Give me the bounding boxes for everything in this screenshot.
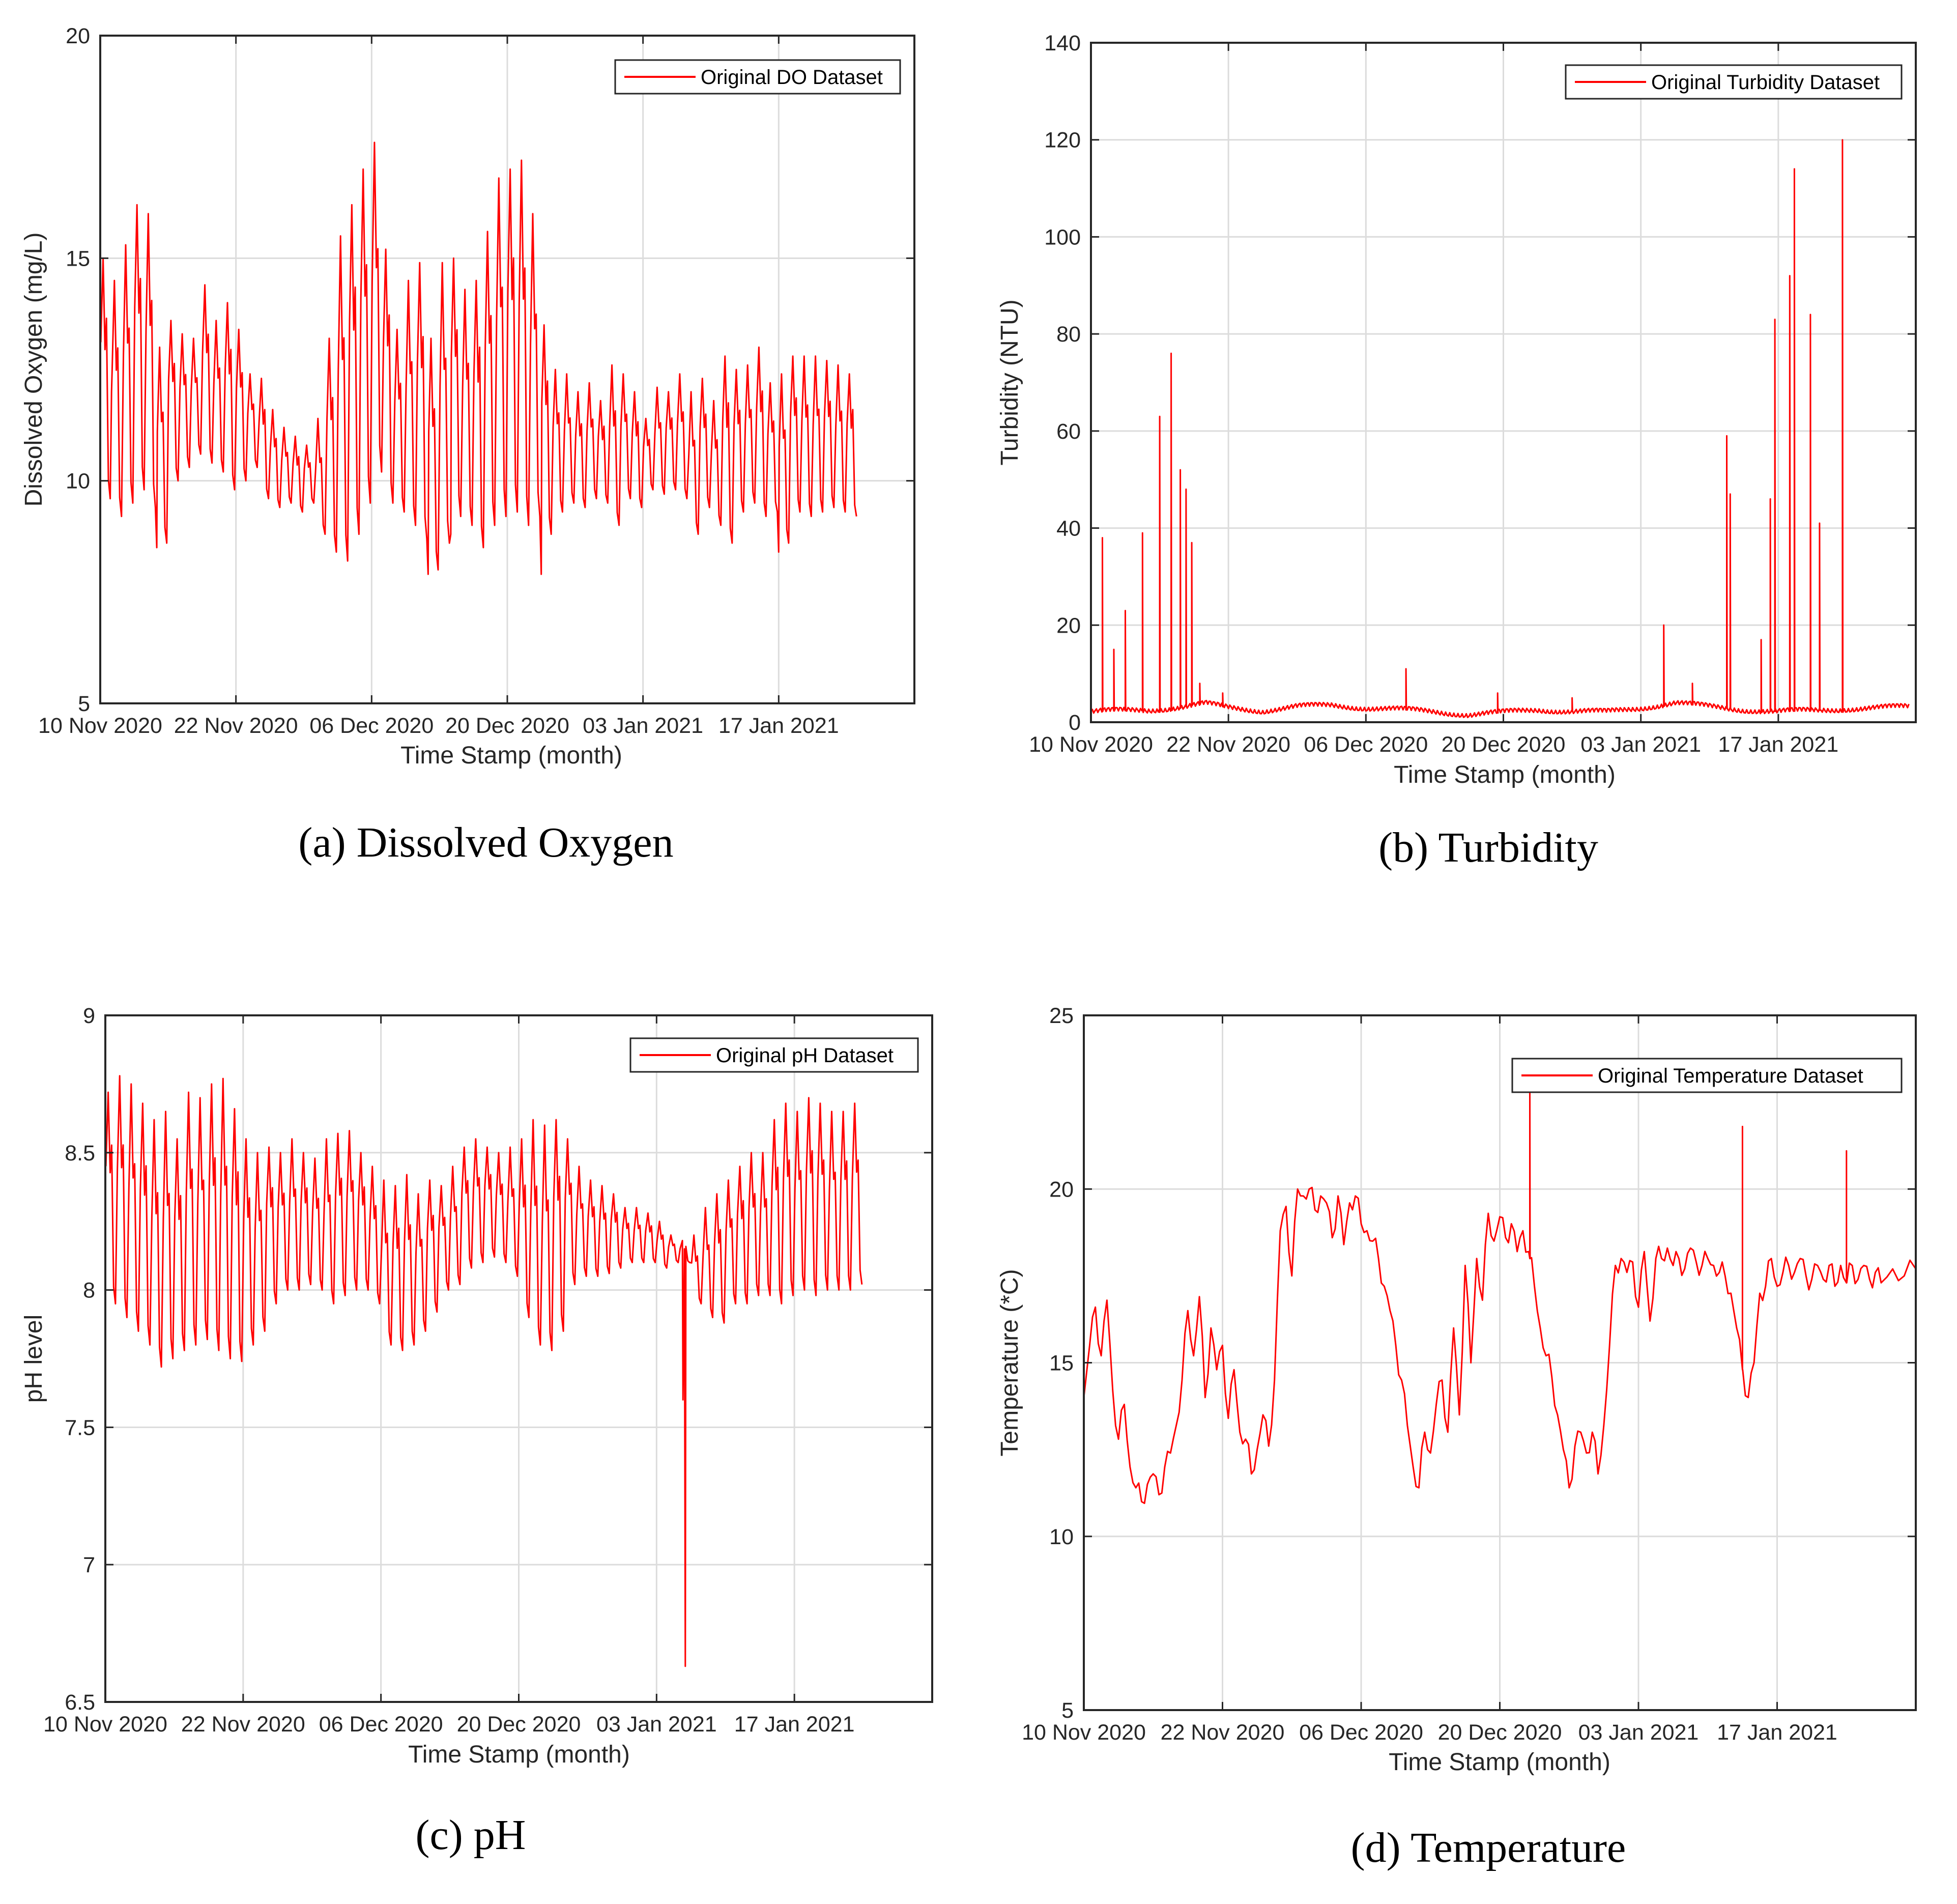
- y-tick-label: 5: [1061, 1698, 1074, 1723]
- y-tick-label: 100: [1044, 225, 1081, 249]
- y-axis-label: Temperature (*C): [996, 1269, 1023, 1456]
- y-tick-label: 20: [1049, 1177, 1074, 1202]
- x-axis-label: Time Stamp (month): [400, 742, 622, 769]
- x-tick-label: 06 Dec 2020: [1304, 732, 1428, 757]
- legend: Original DO Dataset: [614, 59, 901, 95]
- y-tick-label: 25: [1049, 1004, 1074, 1028]
- panel-caption: (a) Dissolved Oxygen: [298, 819, 673, 866]
- y-tick-label: 8.5: [65, 1141, 95, 1166]
- x-tick-label: 22 Nov 2020: [1166, 732, 1290, 757]
- y-tick-label: 7: [83, 1553, 95, 1577]
- series-line-temperature: [1083, 1091, 1917, 1504]
- x-tick-label: 17 Jan 2021: [1718, 732, 1838, 757]
- y-tick-label: 0: [1069, 711, 1081, 735]
- x-tick-label: 10 Nov 2020: [38, 714, 162, 738]
- x-tick-label: 03 Jan 2021: [583, 714, 703, 738]
- x-tick-label: 17 Jan 2021: [1717, 1720, 1837, 1745]
- x-axis-label: Time Stamp (month): [408, 1741, 630, 1768]
- y-tick-label: 15: [66, 246, 90, 271]
- legend-label: Original Temperature Dataset: [1598, 1065, 1863, 1087]
- legend-box: [1511, 1058, 1903, 1093]
- y-tick-label: 20: [66, 24, 90, 48]
- x-tick-label: 22 Nov 2020: [181, 1712, 305, 1737]
- x-tick-label: 06 Dec 2020: [309, 714, 434, 738]
- x-tick-label: 20 Dec 2020: [1442, 732, 1566, 757]
- y-tick-label: 40: [1056, 517, 1081, 541]
- y-tick-label: 5: [78, 692, 90, 716]
- x-tick-label: 10 Nov 2020: [43, 1712, 167, 1737]
- series-line-turbidity: [1090, 139, 1910, 719]
- y-tick-label: 120: [1044, 128, 1081, 153]
- chart-temperature: 10 Nov 2020 22 Nov 2020 06 Dec 2020 20 Dec …: [996, 1004, 1917, 1871]
- panel-caption: (b) Turbidity: [1378, 824, 1598, 871]
- x-tick-label: 03 Jan 2021: [596, 1712, 717, 1737]
- panel-caption: (d) Temperature: [1351, 1824, 1626, 1871]
- y-tick-label: 60: [1056, 419, 1081, 444]
- series-line-do: [100, 141, 857, 575]
- x-tick-label: 22 Nov 2020: [1161, 1720, 1285, 1745]
- x-axis-label: Time Stamp (month): [1394, 761, 1616, 788]
- y-tick-label: 7.5: [65, 1415, 95, 1440]
- y-tick-label: 140: [1044, 31, 1081, 55]
- chart-ph: 10 Nov 2020 22 Nov 2020 06 Dec 2020 20 Dec …: [20, 1004, 933, 1859]
- legend: Original Turbidity Dataset: [1565, 64, 1903, 100]
- x-tick-label: 10 Nov 2020: [1022, 1720, 1146, 1745]
- y-tick-label: 20: [1056, 613, 1081, 638]
- y-tick-label: 8: [83, 1278, 95, 1303]
- x-tick-label: 17 Jan 2021: [734, 1712, 855, 1737]
- y-tick-label: 10: [1049, 1525, 1074, 1549]
- x-tick-label: 20 Dec 2020: [445, 714, 569, 738]
- y-tick-label: 15: [1049, 1351, 1074, 1376]
- series-line-ph: [105, 1075, 863, 1667]
- legend: Original Temperature Dataset: [1511, 1058, 1903, 1093]
- y-tick-label: 10: [66, 469, 90, 494]
- y-axis-label: Dissolved Oxygen (mg/L): [20, 233, 47, 507]
- x-tick-label: 20 Dec 2020: [1438, 1720, 1562, 1745]
- legend: Original pH Dataset: [629, 1037, 919, 1073]
- y-axis-label: Turbidity (NTU): [996, 299, 1023, 465]
- x-tick-label: 03 Jan 2021: [1580, 732, 1701, 757]
- y-axis-label: pH level: [20, 1315, 47, 1403]
- x-axis-label: Time Stamp (month): [1389, 1749, 1610, 1776]
- x-tick-label: 06 Dec 2020: [1299, 1720, 1423, 1745]
- legend-label: Original DO Dataset: [701, 66, 883, 89]
- chart-do: 10 Nov 2020 22 Nov 2020 06 Dec 2020 20 Dec …: [20, 24, 915, 866]
- x-tick-label: 22 Nov 2020: [174, 714, 298, 738]
- y-tick-label: 6.5: [65, 1690, 95, 1715]
- x-tick-label: 03 Jan 2021: [1578, 1720, 1699, 1745]
- y-tick-label: 80: [1056, 322, 1081, 347]
- legend-label: Original Turbidity Dataset: [1651, 71, 1880, 94]
- chart-turbidity: 10 Nov 2020 22 Nov 2020 06 Dec 2020 20 Dec …: [996, 31, 1917, 871]
- y-tick-label: 9: [83, 1004, 95, 1028]
- x-tick-label: 06 Dec 2020: [319, 1712, 443, 1737]
- x-tick-label: 10 Nov 2020: [1029, 732, 1153, 757]
- legend-label: Original pH Dataset: [716, 1044, 894, 1067]
- x-tick-label: 20 Dec 2020: [457, 1712, 581, 1737]
- panel-caption: (c) pH: [416, 1811, 526, 1859]
- x-tick-label: 17 Jan 2021: [718, 714, 839, 738]
